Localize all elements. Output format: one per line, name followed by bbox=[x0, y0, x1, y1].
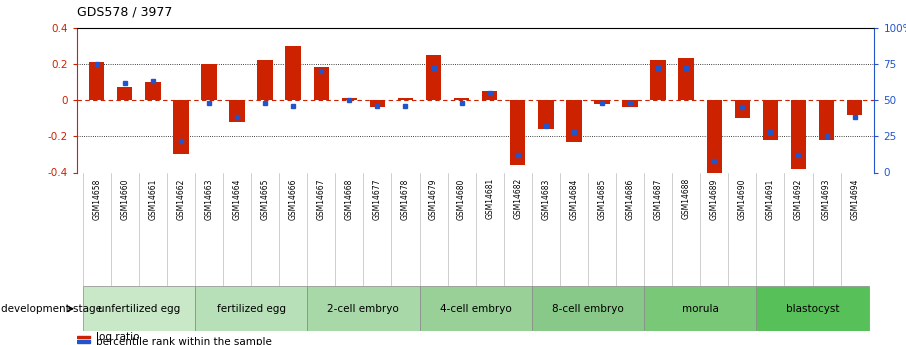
Bar bbox=[173, 100, 188, 155]
Text: GDS578 / 3977: GDS578 / 3977 bbox=[77, 6, 172, 19]
Text: GSM14663: GSM14663 bbox=[205, 178, 214, 220]
Bar bbox=[117, 87, 132, 100]
Bar bbox=[285, 46, 301, 100]
Text: GSM14677: GSM14677 bbox=[373, 178, 382, 220]
Text: GSM14688: GSM14688 bbox=[681, 178, 690, 219]
Text: GSM14666: GSM14666 bbox=[289, 178, 298, 220]
Text: GSM14692: GSM14692 bbox=[794, 178, 803, 219]
Text: blastocyst: blastocyst bbox=[786, 304, 839, 314]
Text: GSM14694: GSM14694 bbox=[850, 178, 859, 220]
Text: unfertilized egg: unfertilized egg bbox=[98, 304, 180, 314]
Text: GSM14665: GSM14665 bbox=[261, 178, 270, 220]
Text: 4-cell embryo: 4-cell embryo bbox=[439, 304, 512, 314]
Bar bbox=[791, 100, 806, 169]
Text: GSM14681: GSM14681 bbox=[486, 178, 494, 219]
Text: log ratio: log ratio bbox=[96, 332, 140, 342]
Text: GSM14687: GSM14687 bbox=[653, 178, 662, 219]
Text: GSM14684: GSM14684 bbox=[569, 178, 578, 219]
Bar bbox=[707, 100, 722, 172]
Text: GSM14679: GSM14679 bbox=[429, 178, 438, 220]
Text: GSM14667: GSM14667 bbox=[317, 178, 326, 220]
Bar bbox=[510, 100, 525, 165]
Bar bbox=[622, 100, 638, 107]
Text: GSM14661: GSM14661 bbox=[149, 178, 158, 219]
Text: GSM14662: GSM14662 bbox=[177, 178, 186, 219]
Text: GSM14678: GSM14678 bbox=[401, 178, 410, 219]
Bar bbox=[566, 100, 582, 142]
Bar bbox=[307, 286, 419, 331]
Bar bbox=[426, 55, 441, 100]
Bar bbox=[419, 286, 532, 331]
Text: GSM14682: GSM14682 bbox=[514, 178, 522, 219]
Bar bbox=[679, 58, 694, 100]
Bar bbox=[532, 286, 644, 331]
Text: 8-cell embryo: 8-cell embryo bbox=[552, 304, 624, 314]
Text: percentile rank within the sample: percentile rank within the sample bbox=[96, 337, 272, 345]
Bar bbox=[145, 82, 160, 100]
Text: GSM14680: GSM14680 bbox=[458, 178, 466, 219]
Bar bbox=[594, 100, 610, 104]
Bar bbox=[651, 60, 666, 100]
Bar bbox=[644, 286, 757, 331]
Bar bbox=[229, 100, 245, 122]
Text: fertilized egg: fertilized egg bbox=[217, 304, 285, 314]
Text: GSM14683: GSM14683 bbox=[541, 178, 550, 219]
Bar bbox=[398, 98, 413, 100]
Text: GSM14690: GSM14690 bbox=[737, 178, 747, 220]
Bar bbox=[201, 64, 217, 100]
Bar bbox=[313, 68, 329, 100]
Text: development stage: development stage bbox=[1, 304, 101, 314]
Bar bbox=[538, 100, 554, 129]
Text: GSM14685: GSM14685 bbox=[597, 178, 606, 219]
Text: GSM14691: GSM14691 bbox=[766, 178, 775, 219]
Bar bbox=[342, 98, 357, 100]
Bar bbox=[757, 286, 869, 331]
Text: GSM14668: GSM14668 bbox=[345, 178, 354, 219]
Bar bbox=[195, 286, 307, 331]
Bar bbox=[77, 340, 90, 343]
Bar bbox=[454, 98, 469, 100]
Bar bbox=[82, 286, 195, 331]
Text: GSM14686: GSM14686 bbox=[625, 178, 634, 219]
Bar bbox=[257, 60, 273, 100]
Text: GSM14658: GSM14658 bbox=[92, 178, 101, 219]
Text: morula: morula bbox=[682, 304, 718, 314]
Text: GSM14660: GSM14660 bbox=[120, 178, 130, 220]
Text: GSM14689: GSM14689 bbox=[709, 178, 718, 219]
Text: 2-cell embryo: 2-cell embryo bbox=[327, 304, 400, 314]
Bar bbox=[370, 100, 385, 107]
Bar bbox=[819, 100, 834, 140]
Bar bbox=[763, 100, 778, 140]
Bar bbox=[847, 100, 863, 115]
Bar bbox=[77, 336, 90, 338]
Text: GSM14693: GSM14693 bbox=[822, 178, 831, 220]
Bar bbox=[482, 91, 497, 100]
Bar bbox=[89, 62, 104, 100]
Text: GSM14664: GSM14664 bbox=[233, 178, 242, 220]
Bar bbox=[735, 100, 750, 118]
